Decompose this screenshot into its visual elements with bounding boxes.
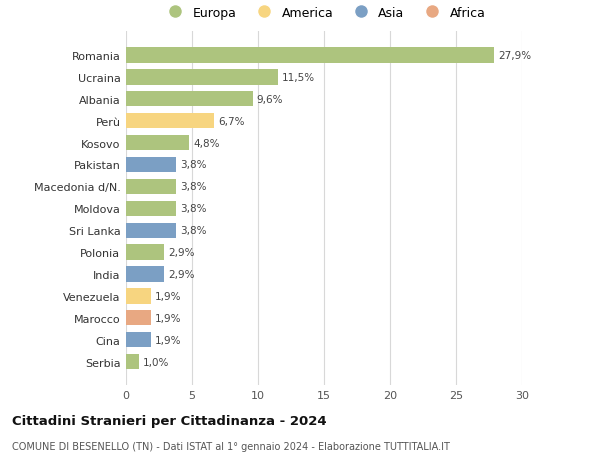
Legend: Europa, America, Asia, Africa: Europa, America, Asia, Africa [163, 6, 485, 20]
Bar [126, 135, 190, 151]
Text: 1,0%: 1,0% [143, 357, 170, 367]
Bar [126, 289, 151, 304]
Bar [126, 114, 214, 129]
Bar [126, 223, 176, 238]
Text: 27,9%: 27,9% [498, 51, 532, 61]
Bar [126, 70, 278, 85]
Text: 3,8%: 3,8% [180, 226, 206, 235]
Bar [126, 310, 151, 326]
Text: 3,8%: 3,8% [180, 204, 206, 214]
Text: 6,7%: 6,7% [218, 117, 245, 126]
Text: 9,6%: 9,6% [257, 95, 283, 105]
Bar [126, 245, 164, 260]
Bar [126, 354, 139, 369]
Bar [126, 157, 176, 173]
Bar [126, 201, 176, 217]
Text: 3,8%: 3,8% [180, 160, 206, 170]
Text: 3,8%: 3,8% [180, 182, 206, 192]
Text: Cittadini Stranieri per Cittadinanza - 2024: Cittadini Stranieri per Cittadinanza - 2… [12, 414, 326, 428]
Text: 2,9%: 2,9% [168, 269, 195, 280]
Bar [126, 179, 176, 195]
Bar [126, 92, 253, 107]
Text: COMUNE DI BESENELLO (TN) - Dati ISTAT al 1° gennaio 2024 - Elaborazione TUTTITAL: COMUNE DI BESENELLO (TN) - Dati ISTAT al… [12, 441, 450, 451]
Text: 4,8%: 4,8% [193, 138, 220, 148]
Text: 1,9%: 1,9% [155, 313, 182, 323]
Text: 11,5%: 11,5% [282, 73, 315, 83]
Bar [126, 48, 494, 63]
Text: 2,9%: 2,9% [168, 247, 195, 257]
Text: 1,9%: 1,9% [155, 291, 182, 301]
Bar [126, 332, 151, 347]
Bar [126, 267, 164, 282]
Text: 1,9%: 1,9% [155, 335, 182, 345]
